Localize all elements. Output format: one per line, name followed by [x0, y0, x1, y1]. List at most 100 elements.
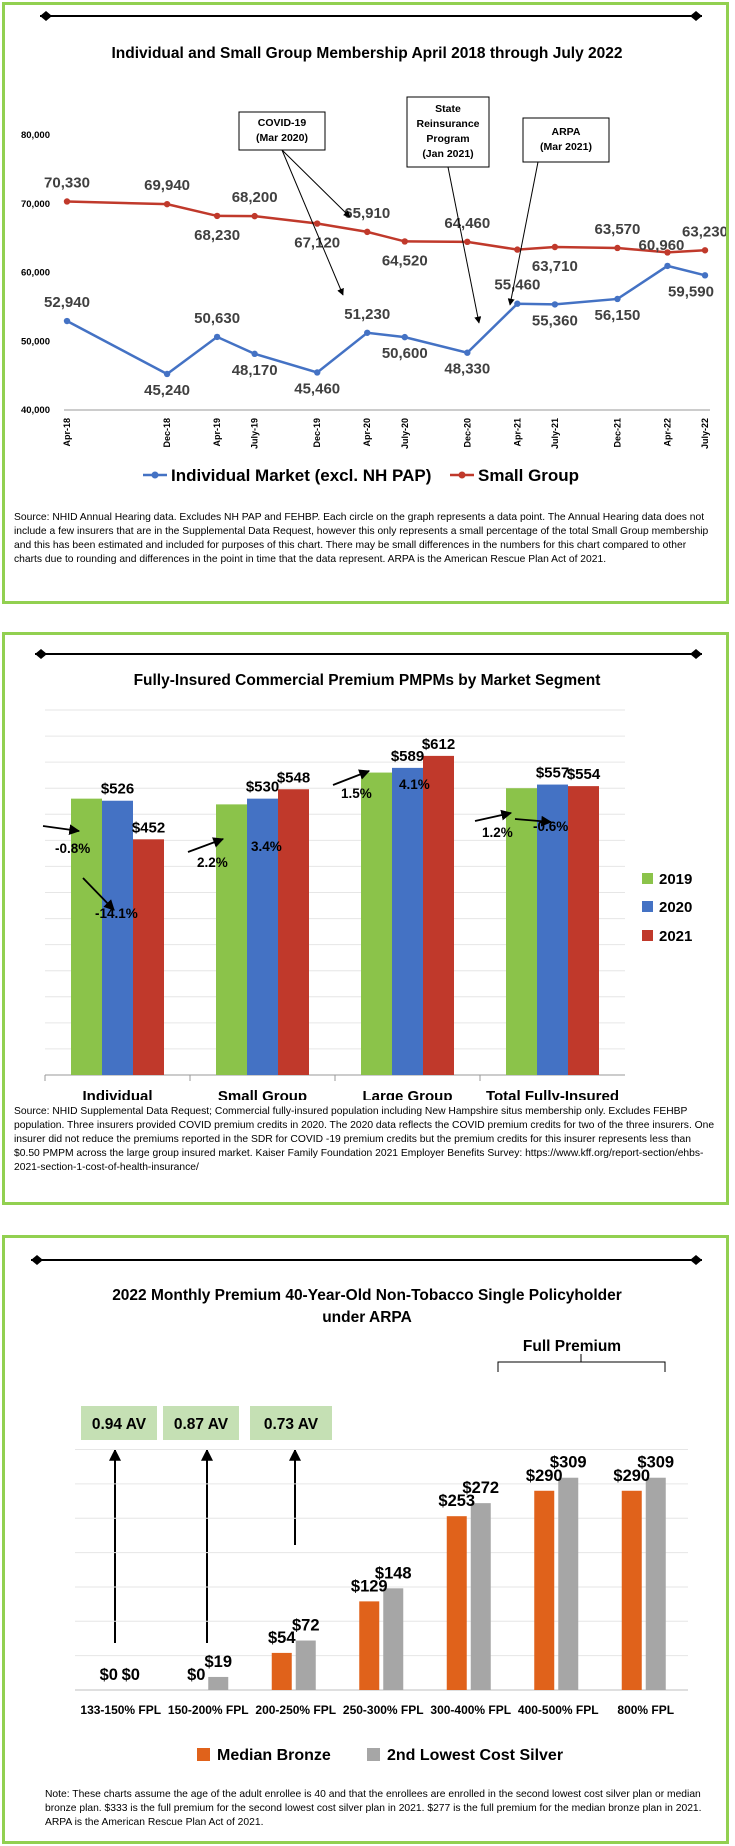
- y-tick-label: 60,000: [21, 268, 50, 279]
- small-group-data-label: 68,230: [194, 227, 240, 244]
- bar-2nd-lowest-silver: [383, 1588, 404, 1690]
- x-tick-label: Dec-21: [612, 418, 622, 448]
- legend-bronze-label: Median Bronze: [217, 1747, 331, 1764]
- value-label-2021: $452: [132, 819, 165, 836]
- change-arrow: [474, 809, 513, 822]
- category-label: Total Fully-Insured: [486, 1088, 619, 1100]
- x-tick-label: Dec-20: [462, 418, 472, 448]
- value-label-silver: $309: [637, 1454, 674, 1472]
- reinsurance-callout-box: [406, 96, 490, 168]
- small-group-data-label: 64,520: [382, 252, 428, 269]
- covid-callout-line2: (Mar 2020): [256, 132, 308, 144]
- av-box-3: [250, 1406, 332, 1440]
- av-label-2: 0.87 AV: [174, 1416, 229, 1433]
- value-label-bronze: $54: [268, 1629, 296, 1647]
- individual-data-label: 50,630: [194, 310, 240, 327]
- change-arrow: [42, 824, 81, 836]
- change-arrow: [82, 877, 115, 911]
- small-group-data-point: [464, 238, 471, 246]
- arpa-callout-box: [522, 117, 610, 163]
- bar-median-bronze: [271, 1652, 292, 1690]
- bar-2nd-lowest-silver: [470, 1503, 491, 1690]
- bar-2020: [247, 798, 278, 1075]
- category-label: 400-500% FPL: [518, 1703, 599, 1717]
- individual-data-point: [251, 350, 258, 358]
- value-label-silver: $148: [375, 1564, 412, 1582]
- legend-silver-label: 2nd Lowest Cost Silver: [387, 1747, 563, 1764]
- x-tick-label: Dec-18: [162, 418, 172, 448]
- bar-2021: [133, 839, 164, 1075]
- legend-bronze-swatch: [197, 1748, 210, 1761]
- individual-data-label: 50,600: [382, 345, 428, 362]
- y-tick-label: 80,000: [21, 130, 50, 141]
- individual-data-label: 48,330: [444, 361, 490, 378]
- small-group-data-point: [213, 212, 221, 220]
- pmpm-source-note: Source: NHID Supplemental Data Request; …: [14, 1106, 715, 1173]
- premium-pmpm-bar-chart: Fully-Insured Commercial Premium PMPMs b…: [35, 649, 702, 1100]
- legend: 2019 2020 2021: [642, 871, 692, 945]
- small-group-data-point: [614, 244, 621, 252]
- change-label-2020: 2.2%: [197, 855, 228, 870]
- individual-data-label: 60,960: [639, 237, 685, 254]
- callout-annotations: COVID-19 (Mar 2020) State Reinsurance Pr…: [238, 96, 610, 324]
- change-arrow: [187, 837, 225, 853]
- av-box-1: [81, 1406, 157, 1440]
- value-label-2020: $557: [536, 765, 569, 782]
- value-label-2020: $530: [246, 779, 279, 796]
- individual-data-point: [551, 301, 559, 308]
- bar-2nd-lowest-silver: [558, 1477, 579, 1690]
- x-tick-label: July-21: [550, 418, 560, 449]
- change-arrow: [514, 815, 553, 827]
- change-label-2020: 1.5%: [341, 786, 372, 801]
- small-group-data-point: [313, 220, 321, 227]
- legend-2019-label: 2019: [659, 871, 692, 888]
- y-tick-label: 70,000: [21, 199, 50, 210]
- legend-2019-swatch: [642, 873, 653, 884]
- bar-median-bronze: [621, 1490, 642, 1690]
- bar-2021: [568, 786, 599, 1075]
- change-label-2020: -0.8%: [55, 841, 90, 856]
- small-group-data-label: 68,200: [232, 189, 278, 206]
- small-group-data-label: 65,910: [344, 205, 390, 222]
- legend-silver-swatch: [367, 1748, 380, 1761]
- bar-2021: [278, 789, 309, 1075]
- value-label-bronze: $129: [351, 1577, 388, 1595]
- bar-2019: [71, 798, 102, 1075]
- individual-data-point: [364, 329, 371, 336]
- change-label-2021: -14.1%: [95, 906, 138, 921]
- small-group-data-label: 63,570: [594, 221, 640, 238]
- bar-median-bronze: [534, 1490, 555, 1690]
- individual-data-point: [401, 333, 408, 341]
- legend: Median Bronze 2nd Lowest Cost Silver: [197, 1747, 563, 1764]
- small-group-data-point: [701, 247, 709, 254]
- individual-data-label: 48,170: [232, 362, 278, 379]
- small-group-data-point: [551, 243, 559, 251]
- premium-pmpm-panel: Fully-Insured Commercial Premium PMPMs b…: [2, 632, 729, 1205]
- x-tick-label: July-20: [400, 418, 410, 449]
- reinsurance-callout-line3: Program: [426, 133, 469, 145]
- category-label: 800% FPL: [617, 1703, 674, 1717]
- chart-title-line2: under ARPA: [322, 1309, 412, 1326]
- x-tick-label: Apr-22: [662, 418, 672, 447]
- small-group-data-point: [63, 198, 71, 205]
- small-group-data-label: 69,940: [144, 177, 190, 194]
- small-group-data-label: 64,460: [444, 215, 490, 232]
- legend-small-group-label: Small Group: [478, 466, 579, 485]
- value-label-silver: $272: [462, 1479, 499, 1497]
- reinsurance-callout-line1: State: [435, 103, 461, 115]
- small-group-data-label: 70,330: [44, 174, 90, 191]
- individual-data-point: [163, 370, 171, 378]
- value-label-bronze: $0: [100, 1666, 118, 1684]
- legend-individual-marker: [151, 471, 159, 479]
- value-label-bronze: $0: [187, 1666, 205, 1684]
- bar-2019: [361, 772, 392, 1075]
- value-label-bronze: $290: [526, 1467, 563, 1485]
- x-tick-label: Apr-20: [362, 418, 372, 447]
- bar-2020: [102, 800, 133, 1075]
- reinsurance-callout-line2: Reinsurance: [416, 118, 479, 130]
- chart-title-line1: 2022 Monthly Premium 40-Year-Old Non-Tob…: [112, 1287, 622, 1304]
- category-label: 150-200% FPL: [168, 1703, 249, 1717]
- change-label-2021: -0.6%: [533, 819, 568, 834]
- legend-2021-label: 2021: [659, 928, 692, 945]
- membership-line-chart: Individual and Small Group Membership Ap…: [21, 11, 726, 485]
